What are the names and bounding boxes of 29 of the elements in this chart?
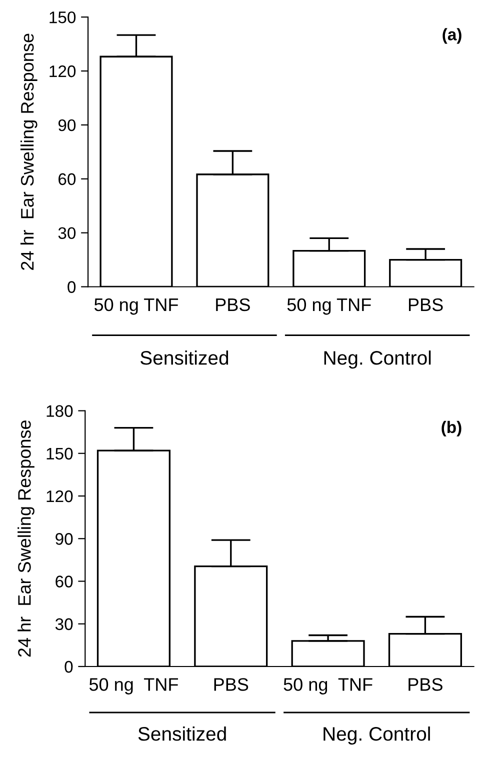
y-tick-label: 150 — [46, 448, 73, 460]
text: Sensitized — [140, 350, 228, 365]
x-tick-label: PBS — [216, 298, 250, 312]
y-tick-label: 30 — [55, 618, 73, 630]
y-tick-label: 180 — [46, 405, 73, 417]
text: Neg. Control — [324, 726, 430, 745]
x-tick-label: PBS — [408, 298, 443, 312]
text: (b) — [442, 420, 462, 436]
x-tick-label: 50 ng TNF — [89, 678, 178, 694]
y-tick-label: 30 — [58, 227, 76, 240]
y-tick-label: 60 — [58, 173, 76, 186]
text: Sensitized — [138, 726, 226, 741]
y-tick-label: 120 — [50, 65, 76, 78]
y-tick-label: 120 — [46, 490, 73, 502]
y-tick-label: 0 — [64, 660, 73, 673]
x-tick-label: PBS — [214, 678, 248, 691]
y-tick-label: 150 — [50, 11, 76, 24]
x-tick-label: 50 ng TNF — [94, 298, 178, 315]
y-tick-label: 90 — [56, 533, 73, 545]
text: Neg. Control — [324, 350, 431, 369]
y-tick-label: 0 — [68, 281, 76, 293]
y-tick-label: 90 — [58, 119, 76, 132]
x-tick-label: 50 ng TNF — [287, 298, 371, 315]
x-tick-label: 50 ng TNF — [284, 678, 372, 694]
x-tick-label: PBS — [408, 678, 442, 691]
y-axis-title: 24 hr Ear Swelling Response — [18, 420, 34, 657]
text: (a) — [442, 28, 462, 44]
y-axis-title: 24 hr Ear Swelling Response — [20, 34, 38, 270]
y-tick-label: 60 — [56, 576, 73, 588]
